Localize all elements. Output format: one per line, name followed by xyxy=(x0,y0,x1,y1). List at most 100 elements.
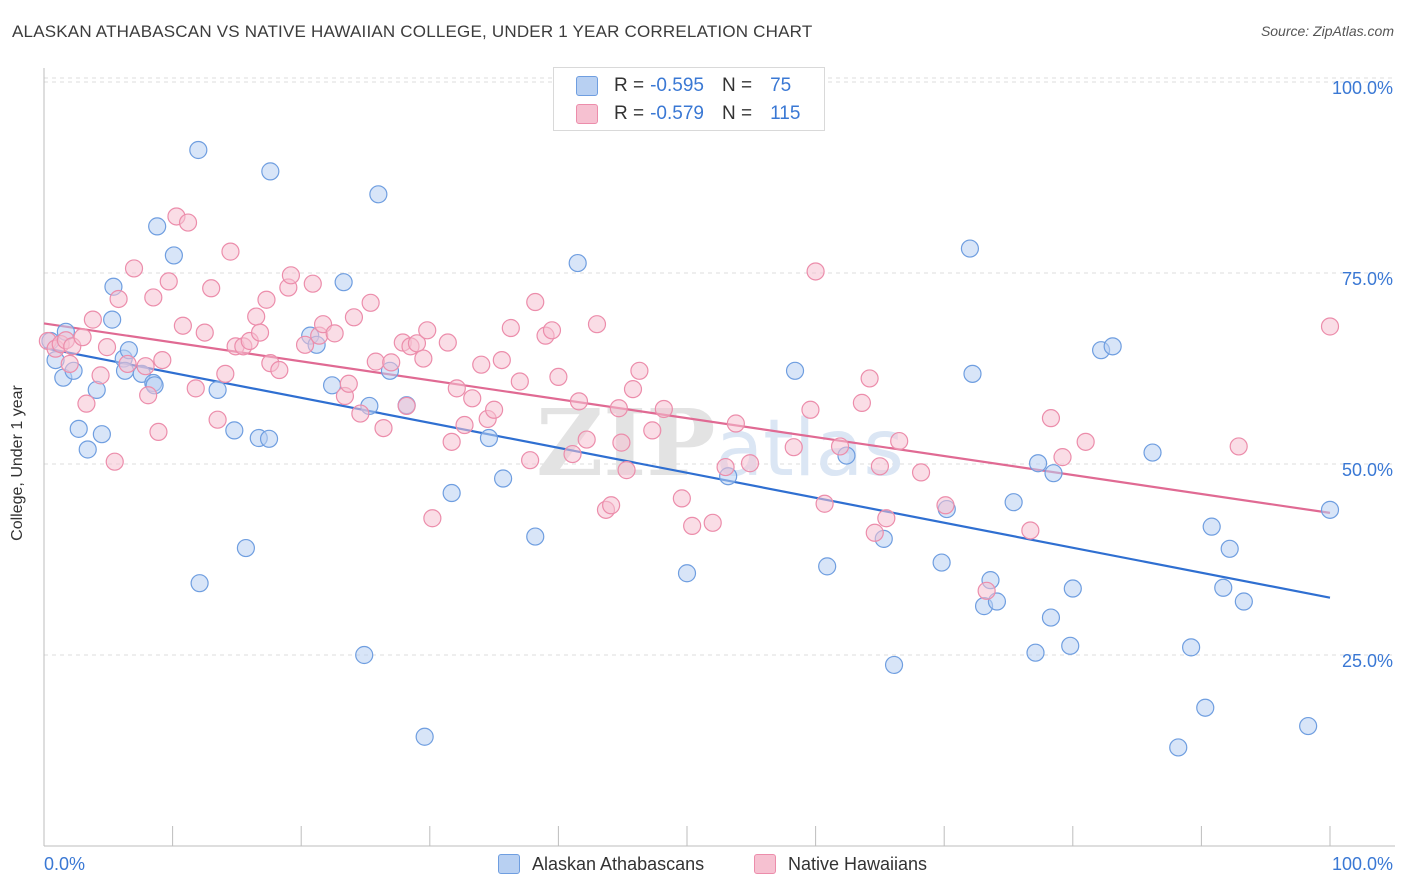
blue-point xyxy=(190,574,209,593)
pink-point xyxy=(195,323,214,342)
blue-point xyxy=(1196,698,1215,717)
pink-point xyxy=(602,496,621,515)
pink-point xyxy=(485,400,504,419)
pink-point xyxy=(870,457,890,476)
data-points xyxy=(38,140,1340,757)
legend-row-pink: R = -0.579 N = 115 xyxy=(576,102,800,126)
axis-ticks: 25.0% 50.0% 75.0% 100.0% 0.0% 100.0% xyxy=(43,78,1393,874)
pink-point xyxy=(549,367,568,387)
pink-point xyxy=(455,415,474,435)
blue-point xyxy=(1202,517,1221,536)
blue-swatch xyxy=(576,76,598,96)
pink-point xyxy=(1041,409,1061,428)
pink-point xyxy=(295,335,315,354)
pink-point xyxy=(623,380,643,399)
pink-point xyxy=(257,290,276,309)
r-value: -0.595 xyxy=(650,75,704,96)
pink-point xyxy=(91,366,110,385)
pink-point xyxy=(860,369,879,388)
blue-point xyxy=(148,217,167,236)
pink-point xyxy=(911,463,931,482)
blue-point xyxy=(78,440,97,459)
y-tick-label: 50.0% xyxy=(1342,460,1393,480)
pink-point xyxy=(351,404,370,423)
pink-point xyxy=(643,421,662,440)
pink-point xyxy=(423,509,442,528)
x-tick-label: 0.0% xyxy=(44,854,85,874)
blue-point xyxy=(1041,608,1061,627)
pink-point xyxy=(830,437,850,456)
pink-point xyxy=(442,432,461,451)
blue-point xyxy=(1061,636,1080,655)
x-tick-label: 100.0% xyxy=(1332,854,1393,874)
pink-point xyxy=(801,400,820,419)
blue-point xyxy=(1182,638,1201,657)
blue-point xyxy=(208,380,227,399)
blue-point xyxy=(261,162,280,181)
n-value: 75 xyxy=(770,75,792,96)
blue-point xyxy=(69,419,88,438)
blue-point xyxy=(259,429,279,448)
pink-point xyxy=(60,354,79,374)
blue-point xyxy=(442,483,461,503)
pink-point xyxy=(124,259,144,278)
pink-point xyxy=(577,430,596,449)
pink-point xyxy=(153,350,172,370)
blue-point xyxy=(1026,643,1045,662)
y-tick-label: 100.0% xyxy=(1332,78,1393,98)
pink-point xyxy=(609,399,628,418)
trend-lines xyxy=(43,322,1331,599)
pink-point xyxy=(569,392,589,411)
pink-point xyxy=(159,272,178,291)
y-tick-label: 25.0% xyxy=(1342,651,1393,671)
blue-point xyxy=(1169,738,1188,757)
pink-point xyxy=(77,394,96,413)
blue-trend-line xyxy=(43,346,1331,599)
grid-lines xyxy=(44,77,1395,656)
pink-point xyxy=(202,279,221,298)
blue-point xyxy=(932,553,951,572)
pink-point xyxy=(683,516,702,535)
blue-point xyxy=(369,185,388,204)
pink-point xyxy=(208,410,227,429)
pink-point xyxy=(501,318,520,338)
blue-point xyxy=(963,364,982,383)
pink-point xyxy=(472,355,491,374)
pink-point xyxy=(740,454,760,473)
blue-point xyxy=(236,538,256,558)
blue-point xyxy=(1028,454,1048,473)
pink-point xyxy=(587,315,607,334)
pink-point xyxy=(173,316,192,335)
blue-point xyxy=(568,253,587,273)
pink-point xyxy=(303,274,322,293)
blue-point xyxy=(225,421,244,440)
pink-point xyxy=(542,321,562,340)
pink-point xyxy=(1320,317,1340,336)
r-label: R = xyxy=(614,75,645,96)
pink-point xyxy=(521,451,540,470)
pink-point xyxy=(1229,437,1248,456)
legend-item-alaskan-athabascans: Alaskan Athabascans xyxy=(498,851,704,877)
pink-point xyxy=(73,328,92,347)
pink-point xyxy=(414,349,433,368)
blue-point xyxy=(1103,337,1122,356)
legend-row-blue: R = -0.595 N = 75 xyxy=(576,74,791,98)
blue-point xyxy=(818,557,837,576)
pink-point xyxy=(250,323,270,342)
pink-point xyxy=(463,389,482,408)
pink-point xyxy=(149,422,168,442)
pink-point xyxy=(936,496,955,515)
n-value: 115 xyxy=(770,103,801,124)
blue-point xyxy=(415,727,434,746)
pink-point xyxy=(672,489,691,508)
pink-point xyxy=(977,581,996,600)
legend-label: Native Hawaiians xyxy=(788,853,928,874)
pink-point xyxy=(109,289,128,309)
blue-swatch xyxy=(498,854,520,874)
pink-point xyxy=(270,360,289,380)
blue-point xyxy=(1143,443,1162,462)
blue-point xyxy=(960,239,980,258)
pink-point xyxy=(361,293,380,312)
pink-point xyxy=(221,242,240,261)
blue-point xyxy=(479,428,499,448)
